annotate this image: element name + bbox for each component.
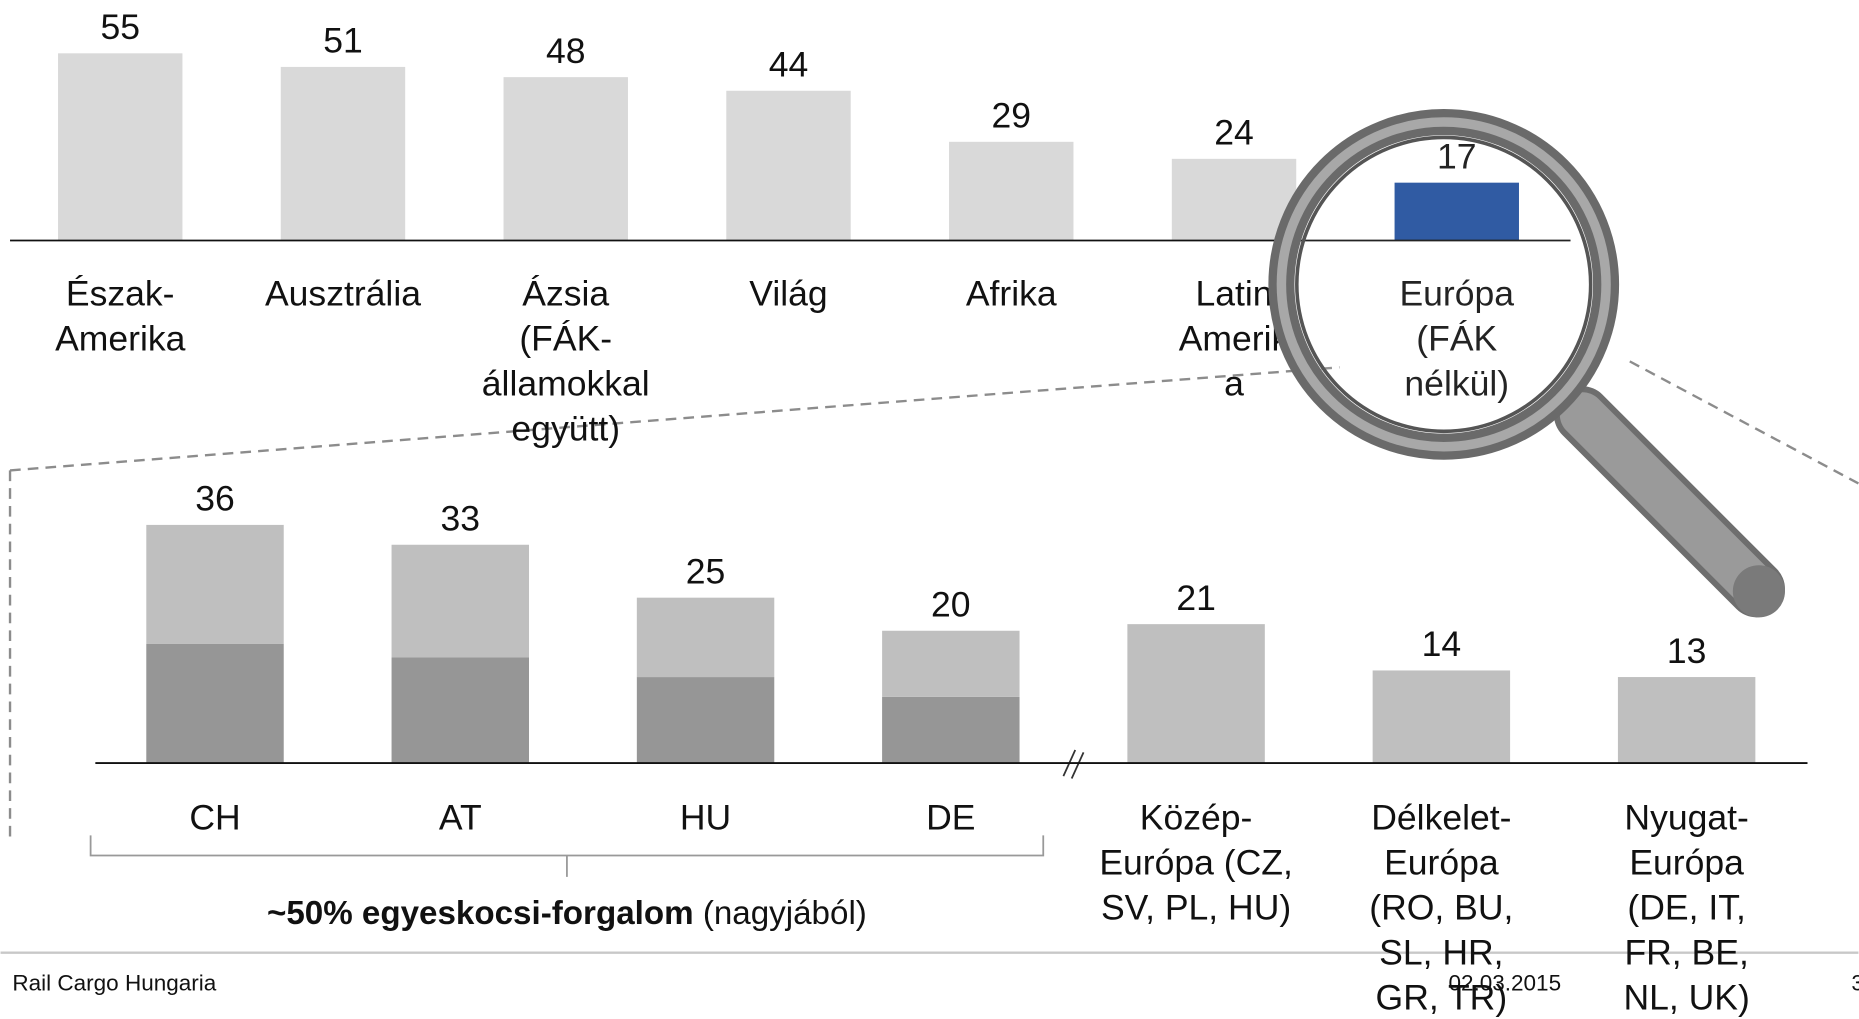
category-label: CH xyxy=(189,797,240,837)
total-label: 33 xyxy=(441,499,481,539)
bar-segment xyxy=(146,643,284,764)
category-label: együtt) xyxy=(511,409,620,449)
category-label: (DE, IT, xyxy=(1627,887,1745,927)
handle-end xyxy=(1732,565,1785,618)
bar xyxy=(1394,182,1519,241)
total-label: 21 xyxy=(1176,578,1216,618)
decor: ~50% egyeskocsi-forgalom (nagyjából) Rai… xyxy=(0,360,1859,996)
category-label: (FÁK- xyxy=(519,319,612,359)
category-label: DE xyxy=(926,797,975,837)
value-label: 48 xyxy=(546,31,586,71)
category-label: GR, TR) xyxy=(1376,977,1508,1017)
bar-segment xyxy=(636,677,775,764)
annotation-text: (nagyjából) xyxy=(703,895,867,932)
bar xyxy=(726,90,851,241)
category-label: Amerika xyxy=(55,319,186,359)
footer-date: 02.03.2015 xyxy=(1448,971,1561,996)
value-label: 55 xyxy=(100,7,140,47)
magnifier xyxy=(1268,109,1785,618)
category-label: NL, UK) xyxy=(1623,977,1749,1017)
footer-page: 3 xyxy=(1851,971,1859,996)
category-label: Közép- xyxy=(1140,797,1253,837)
category-label: (RO, BU, xyxy=(1369,887,1513,927)
total-label: 25 xyxy=(686,551,726,591)
category-label: Észak- xyxy=(66,274,175,314)
bar xyxy=(949,141,1074,241)
lens-ring-highlight xyxy=(1276,117,1611,452)
bar-segment xyxy=(636,597,775,678)
bar-segment xyxy=(391,544,530,658)
category-label: Amerik xyxy=(1179,319,1290,359)
bar-segment xyxy=(146,524,284,644)
category-label: AT xyxy=(439,797,482,837)
category-label: FR, BE, xyxy=(1624,932,1748,972)
category-label: nélkül) xyxy=(1404,364,1509,404)
bar xyxy=(503,77,628,241)
category-label: Európa xyxy=(1384,842,1499,882)
category-label: Ázsia xyxy=(522,274,609,314)
category-label: Európa (CZ, xyxy=(1099,842,1293,882)
zoom-line xyxy=(9,366,1340,472)
zoom-line xyxy=(1629,360,1859,485)
annotation-bold: ~50% egyeskocsi-forgalom xyxy=(267,895,694,932)
category-label: (FÁK xyxy=(1416,319,1497,359)
axis-break xyxy=(1062,749,1085,779)
bar-segment xyxy=(391,657,530,764)
annotation: ~50% egyeskocsi-forgalom (nagyjából) xyxy=(267,895,867,932)
total-label: 14 xyxy=(1422,624,1462,664)
total-label: 20 xyxy=(931,585,971,625)
category-label: államokkal xyxy=(482,364,650,404)
category-label: a xyxy=(1224,364,1244,404)
bar-segment xyxy=(1617,677,1756,764)
brace xyxy=(89,835,1045,877)
total-label: 13 xyxy=(1667,631,1707,671)
footer-company: Rail Cargo Hungaria xyxy=(12,971,216,996)
bar-segment xyxy=(882,630,1020,697)
category-label: Délkelet- xyxy=(1371,797,1511,837)
category-label: Világ xyxy=(749,274,827,314)
bar-segment xyxy=(1372,670,1511,764)
bar xyxy=(280,66,406,241)
category-label: Afrika xyxy=(966,274,1057,314)
handle xyxy=(1559,392,1780,612)
category-label: Európa xyxy=(1629,842,1744,882)
category-label: SL, HR, xyxy=(1379,932,1503,972)
charts: 55514844292417Észak-AmerikaAusztráliaÁzs… xyxy=(10,7,1808,1017)
category-label: Európa xyxy=(1399,274,1514,314)
bar xyxy=(1171,158,1297,241)
category-label: SV, PL, HU) xyxy=(1101,887,1291,927)
bar xyxy=(58,53,183,241)
value-label: 44 xyxy=(769,45,809,85)
lens-inner xyxy=(1295,135,1593,434)
category-label: HU xyxy=(680,797,731,837)
value-label: 51 xyxy=(323,21,363,61)
category-label: Ausztrália xyxy=(265,274,421,314)
total-label: 36 xyxy=(195,479,235,519)
value-label: 29 xyxy=(991,96,1031,136)
category-label: Nyugat- xyxy=(1624,797,1748,837)
category-label: Latin xyxy=(1195,274,1272,314)
bar-segment xyxy=(1127,624,1265,764)
bar-segment xyxy=(882,696,1020,764)
value-label: 24 xyxy=(1214,113,1254,153)
value-label: 17 xyxy=(1437,136,1477,176)
